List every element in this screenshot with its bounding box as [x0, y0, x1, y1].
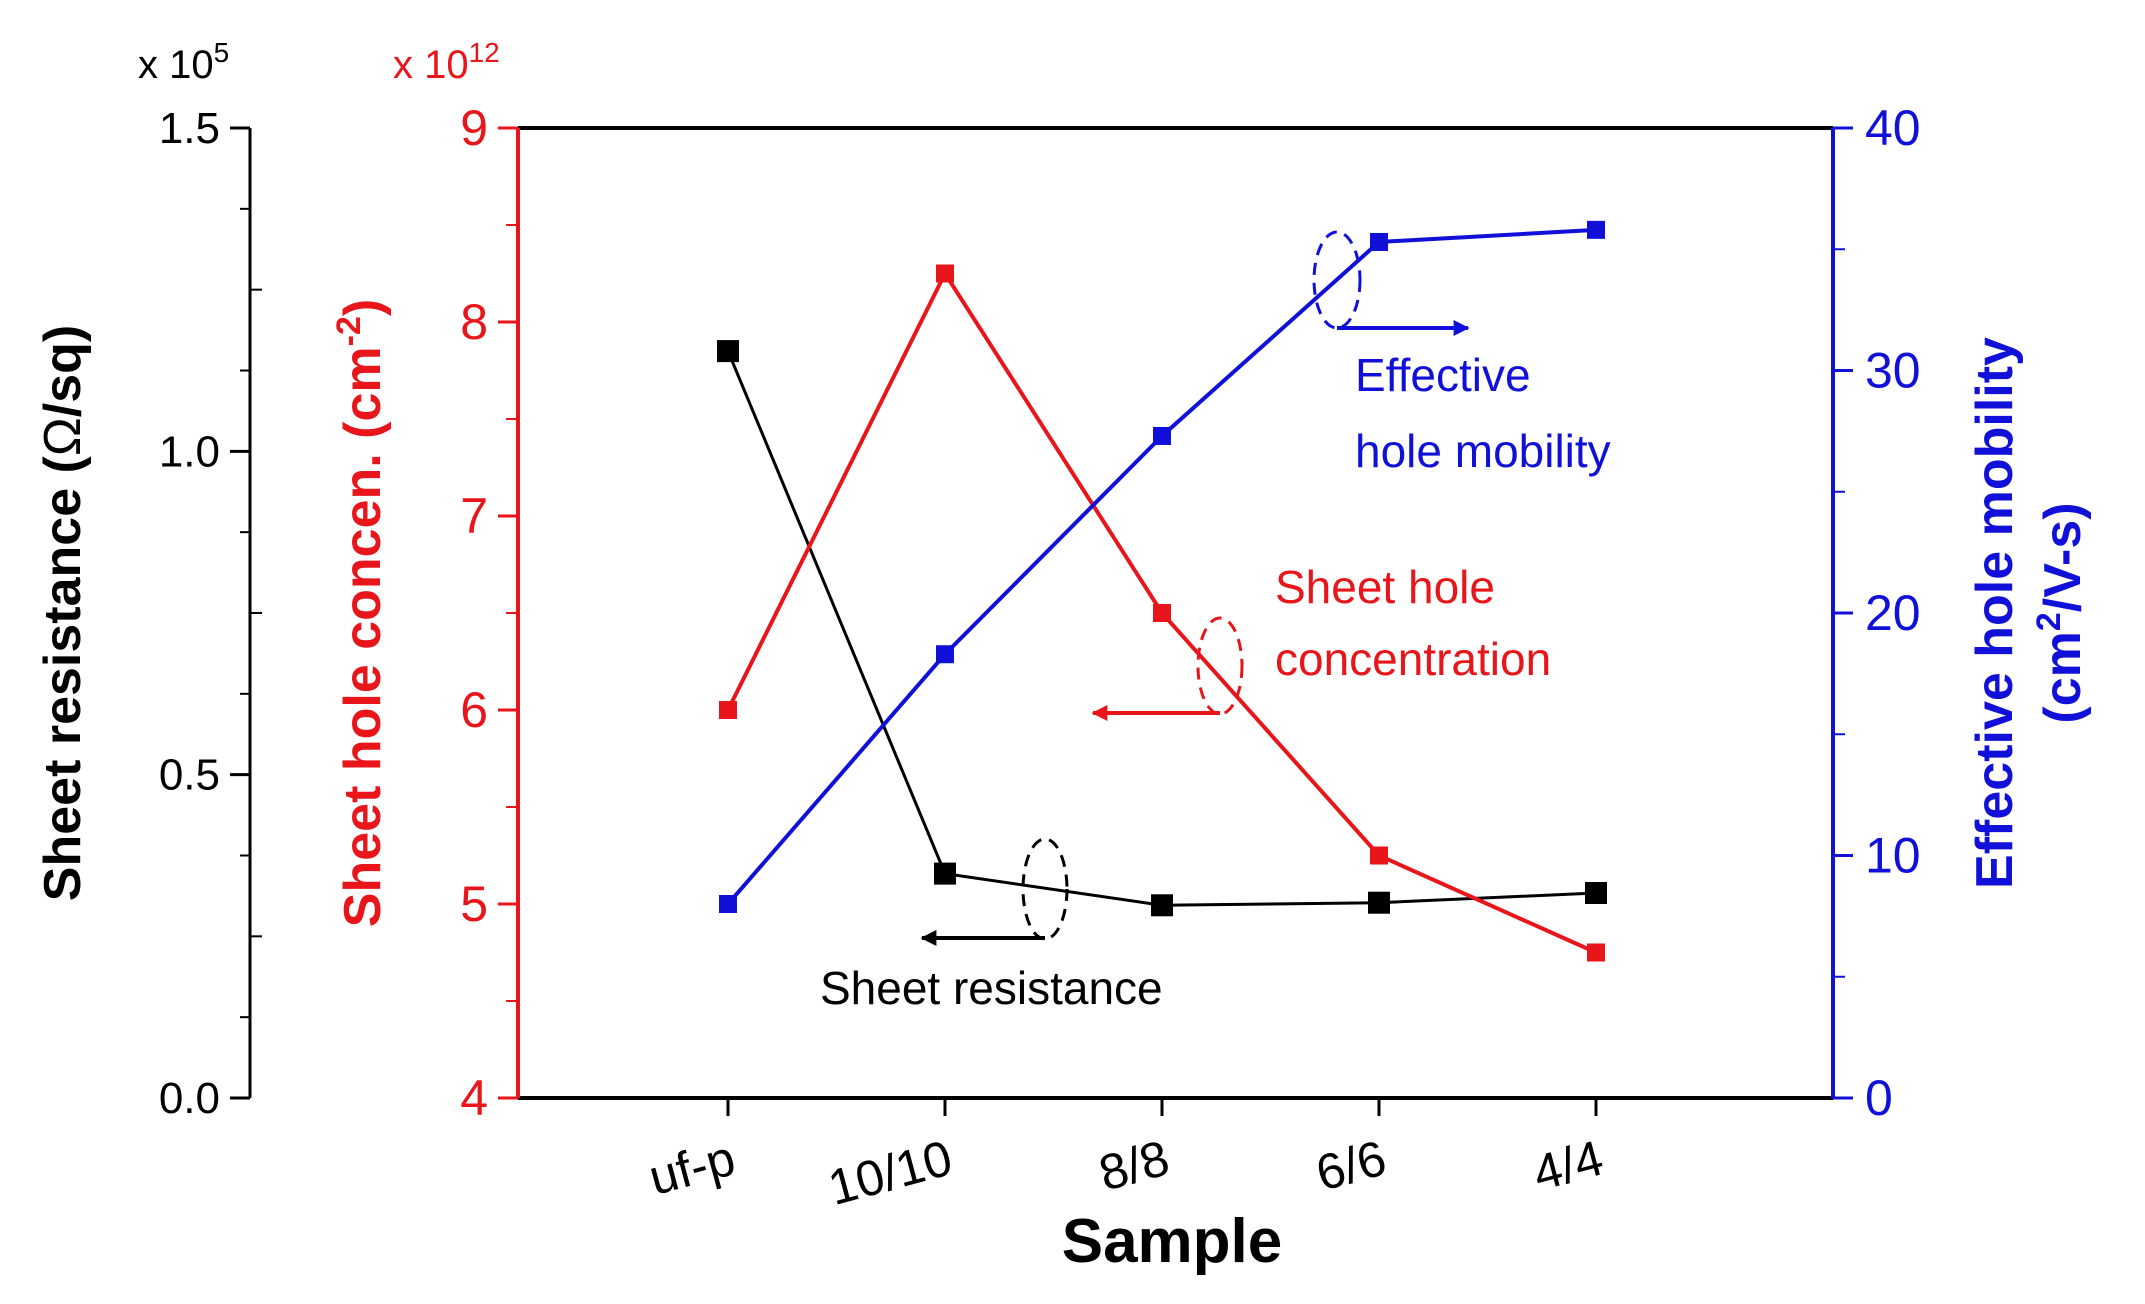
x-tick-label: 10/10 — [822, 1130, 957, 1216]
mobility-tick-label: 20 — [1865, 585, 1921, 641]
mobility-tick-label: 0 — [1865, 1070, 1893, 1126]
effective-hole-mobility-marker — [1587, 220, 1605, 239]
mobility-callout-ellipse — [1312, 230, 1362, 330]
hole-concentration-axis-title: Sheet hole concen. (cm-2) — [330, 299, 392, 927]
hole-concentration-tick-label: 6 — [460, 682, 488, 738]
concentration-annotation: Sheet hole concentration — [1091, 561, 1551, 721]
sheet-hole-concentration-marker — [936, 264, 954, 283]
concentration-annotation-line1: Sheet hole — [1275, 561, 1495, 613]
sheet-resistance-tick-label: 0.0 — [159, 1074, 220, 1123]
sheet-resistance-tick-label: 1.5 — [159, 104, 220, 153]
hole-concentration-tick-label: 8 — [460, 294, 488, 350]
sheet-resistance-tick-label: 0.5 — [159, 751, 220, 800]
sheet-resistance-ticks: 0.0 0.5 1.0 1.5 — [159, 104, 262, 1123]
sheet-hole-concentration-marker — [1153, 604, 1171, 622]
concentration-annotation-line2: concentration — [1275, 633, 1551, 685]
effective-hole-mobility-marker — [1370, 232, 1388, 251]
sheet-resistance-callout-ellipse — [1021, 837, 1069, 941]
mobility-annotation: Effective hole mobility — [1312, 230, 1611, 477]
sheet-resistance-marker — [717, 340, 739, 363]
concentration-callout-ellipse — [1196, 616, 1244, 716]
sheet-hole-concentration-marker — [1370, 846, 1388, 865]
mobility-tick-label: 40 — [1865, 100, 1921, 156]
x-tick-label: uf-p — [643, 1130, 741, 1206]
sheet-resistance-marker — [1368, 891, 1390, 914]
sheet-resistance-annotation-label: Sheet resistance — [820, 962, 1163, 1014]
sheet-hole-concentration-marker — [719, 701, 737, 719]
effective-hole-mobility-marker — [936, 645, 954, 664]
x-axis-title: Sample — [1062, 1207, 1283, 1276]
series-layer — [717, 220, 1607, 962]
effective-hole-mobility-marker — [719, 895, 737, 913]
hole-concentration-ticks: 4 5 6 7 8 9 — [460, 100, 518, 1126]
mobility-ticks: 0 10 20 30 40 — [1833, 100, 1921, 1126]
mobility-annotation-line2: hole mobility — [1355, 425, 1611, 477]
hole-concentration-tick-label: 9 — [460, 100, 488, 156]
sheet-resistance-tick-label: 1.0 — [159, 427, 220, 476]
effective-hole-mobility-marker — [1153, 426, 1171, 445]
sheet-resistance-axis-title: Sheet resistance (Ω/sq) — [34, 325, 92, 901]
sheet-resistance-marker — [1151, 894, 1173, 917]
x-tick-label: 6/6 — [1310, 1130, 1392, 1202]
mobility-annotation-line1: Effective — [1355, 349, 1531, 401]
x-axis-ticks: uf-p 10/10 8/8 6/6 4/4 — [643, 1098, 1609, 1216]
mobility-tick-label: 30 — [1865, 343, 1921, 399]
x-tick-label: 8/8 — [1093, 1130, 1175, 1202]
x-tick-label: 4/4 — [1527, 1130, 1609, 1202]
hole-concentration-tick-label: 5 — [460, 876, 488, 932]
mobility-tick-label: 10 — [1865, 828, 1921, 884]
sheet-hole-concentration-marker — [1587, 943, 1605, 962]
mobility-axis-title-line1: Effective hole mobility — [1966, 337, 2024, 889]
hole-concentration-multiplier: x 1012 — [393, 37, 500, 87]
hole-concentration-tick-label: 7 — [460, 488, 488, 544]
mobility-axis-title-line2: (cm2/V-s) — [2030, 502, 2092, 723]
sheet-resistance-marker — [1585, 882, 1607, 905]
sheet-resistance-multiplier: x 105 — [138, 37, 229, 87]
sheet-resistance-annotation: Sheet resistance — [820, 837, 1163, 1014]
sheet-resistance-marker — [934, 862, 956, 885]
hole-concentration-tick-label: 4 — [460, 1070, 488, 1126]
